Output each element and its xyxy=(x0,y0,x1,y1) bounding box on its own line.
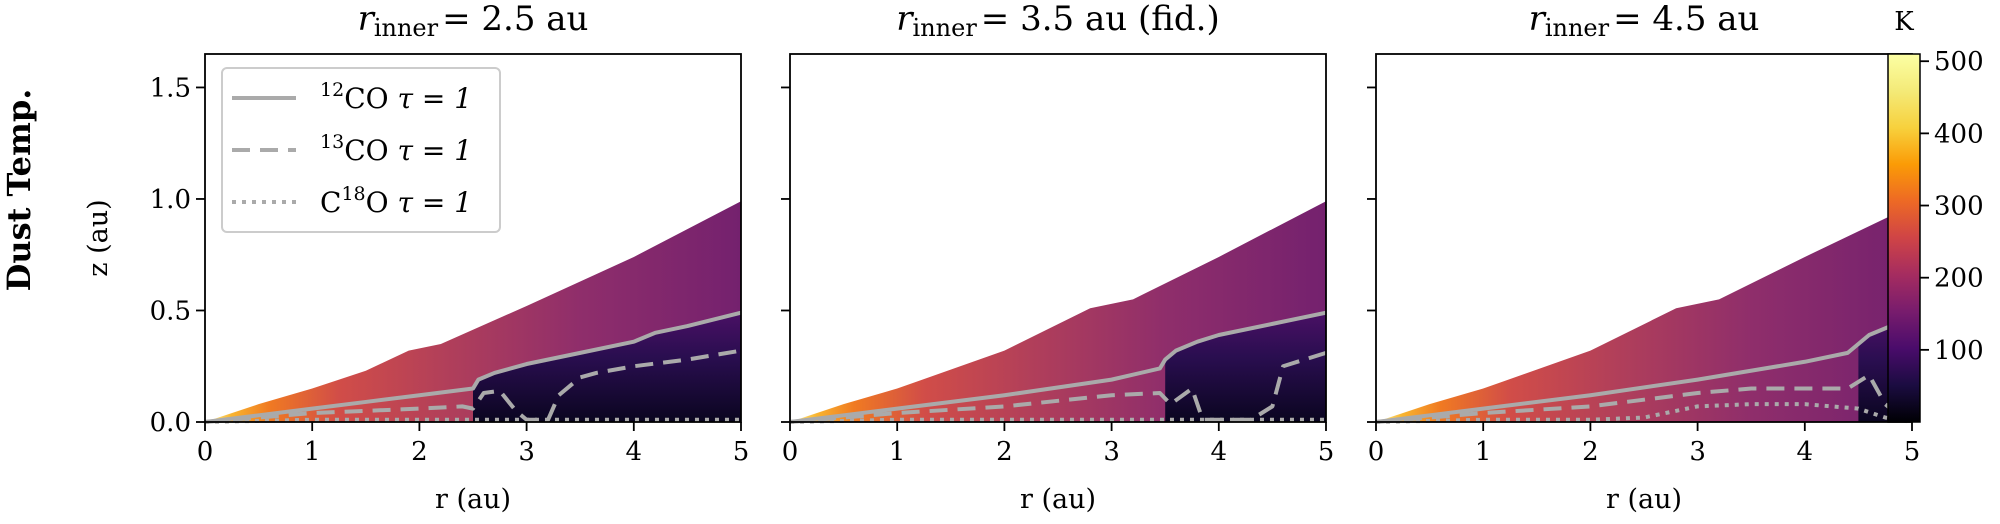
x-tick-label: 0 xyxy=(1368,437,1385,467)
colorbar-tick-label: 300 xyxy=(1934,192,1984,222)
y-tick-label: 1.5 xyxy=(150,73,191,103)
legend-label: 13CO τ = 1 xyxy=(320,131,472,167)
colorbar-tick-label: 100 xyxy=(1934,336,1984,366)
title-value: = 3.5 au (fid.) xyxy=(981,0,1220,39)
x-tick-label: 0 xyxy=(782,437,799,467)
title-value: = 4.5 au xyxy=(1613,0,1759,39)
title-symbol: r xyxy=(896,0,914,39)
panel-title: rinner = 4.5 au xyxy=(1529,0,1760,42)
x-tick-label: 0 xyxy=(197,437,214,467)
colorbar-tick-label: 500 xyxy=(1934,47,1984,77)
panels: rinner = 2.5 au0 1 2 3 4 50.00.51.01.5r (au)z … xyxy=(83,0,1920,515)
title-subscript: inner xyxy=(913,14,978,42)
x-tick-label: 5 xyxy=(1318,437,1335,467)
title-symbol: r xyxy=(1529,0,1547,39)
legend: 12CO τ = 1 13CO τ = 1 C18O τ = 1 xyxy=(221,67,501,233)
panel-2: rinner = 3.5 au (fid.) 0 1 2 3 4 5 r (au) xyxy=(781,0,1334,515)
panel-title: rinner = 3.5 au (fid.) xyxy=(896,0,1219,42)
heatmap xyxy=(1376,205,1912,422)
y-axis-label: z (au) xyxy=(83,199,114,276)
y-tick-label: 0.5 xyxy=(150,296,191,326)
cold-midplane xyxy=(473,312,741,422)
contour-dashed xyxy=(204,348,742,424)
contour-dashed xyxy=(789,350,1327,424)
legend-label: 12CO τ = 1 xyxy=(320,79,472,115)
x-tick-label: 3 xyxy=(1103,437,1120,467)
axes-frame xyxy=(204,53,742,423)
x-tick-label: 2 xyxy=(411,437,428,467)
heatmap xyxy=(790,201,1326,422)
x-tick-label: 3 xyxy=(518,437,535,467)
x-tick-label: 1 xyxy=(889,437,906,467)
colorbar-gradient xyxy=(1887,53,1921,423)
x-axis-label: r (au) xyxy=(1606,484,1682,515)
legend-label: C18O τ = 1 xyxy=(320,183,472,219)
colorbar-ticks: 100 200 300 400 500 xyxy=(1920,47,1984,366)
contour-dotted xyxy=(1375,402,1913,424)
legend-box xyxy=(221,67,501,233)
panel-3: rinner = 4.5 au 0 1 2 3 4 5 r (au) xyxy=(1367,0,1920,515)
panel-title: rinner = 2.5 au xyxy=(358,0,589,42)
panel-1: rinner = 2.5 au 0 1 2 3 4 5 0.0 0.5 1.0 1.5 r (au) z … xyxy=(83,0,749,515)
title-subscript: inner xyxy=(374,14,439,42)
colorbar-unit-label: K xyxy=(1894,7,1914,37)
x-tick-label: 4 xyxy=(1797,437,1814,467)
colorbar: K 100 200 300 400 500 xyxy=(1887,7,1984,423)
cold-midplane xyxy=(1165,312,1326,422)
x-tick-label: 1 xyxy=(1475,437,1492,467)
title-subscript: inner xyxy=(1545,14,1610,42)
contour-solid xyxy=(204,310,742,424)
x-tick-label: 4 xyxy=(626,437,643,467)
title-symbol: r xyxy=(358,0,376,39)
y-tick-label: 0.0 xyxy=(150,408,191,438)
title-value: = 2.5 au xyxy=(442,0,588,39)
row-label: Dust Temp. xyxy=(0,89,38,292)
y-tick-label: 1.0 xyxy=(150,185,191,215)
colorbar-tick-label: 400 xyxy=(1934,119,1984,149)
x-tick-label: 2 xyxy=(996,437,1013,467)
contour-solid xyxy=(1375,317,1913,424)
colorbar-tick-label: 200 xyxy=(1934,264,1984,294)
x-tick-label: 2 xyxy=(1582,437,1599,467)
x-tick-label: 3 xyxy=(1689,437,1706,467)
x-tick-label: 4 xyxy=(1211,437,1228,467)
axes-frame xyxy=(789,53,1327,423)
x-tick-label: 1 xyxy=(304,437,321,467)
x-tick-label: 5 xyxy=(733,437,750,467)
x-axis-label: r (au) xyxy=(435,484,511,515)
x-tick-label: 5 xyxy=(1904,437,1921,467)
x-axis-label: r (au) xyxy=(1020,484,1096,515)
contour-solid xyxy=(789,310,1327,424)
